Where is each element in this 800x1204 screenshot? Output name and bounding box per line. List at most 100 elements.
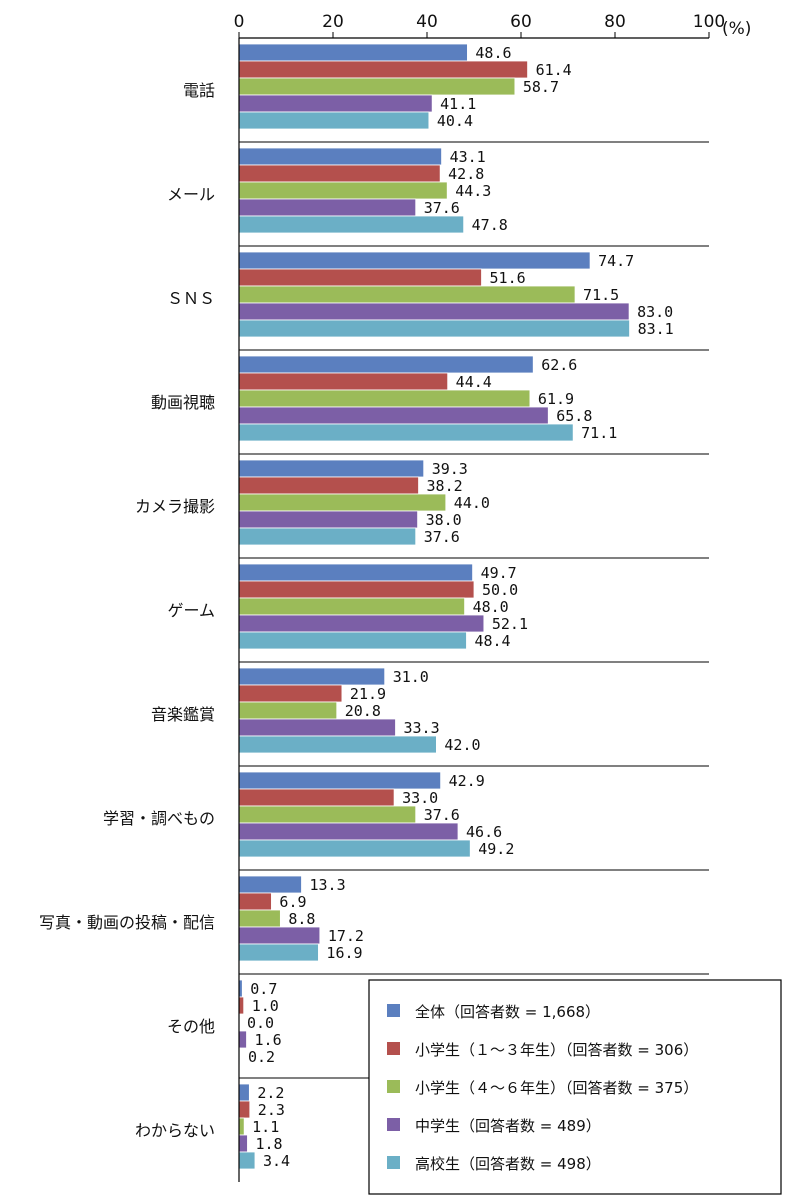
bar [238,1100,251,1119]
bar [238,319,630,338]
category-label: ゲーム [167,601,215,620]
legend-swatch [387,1004,400,1017]
bar [238,614,485,633]
bar [238,43,468,62]
bar [238,667,386,686]
bar [238,1030,247,1049]
legend-swatch [387,1080,400,1093]
data-label: 61.9 [538,390,574,408]
bar [238,631,467,650]
bar [238,147,442,166]
data-label: 31.0 [393,668,429,686]
data-label: 3.4 [263,1152,290,1170]
data-label: 1.8 [255,1135,282,1153]
data-label: 38.2 [427,477,463,495]
data-label: 6.9 [279,893,306,911]
category-label: カメラ撮影 [135,497,215,516]
x-tick-label: 60 [510,12,532,32]
bar [238,909,281,928]
data-label: 44.4 [456,373,492,391]
x-tick-label: 20 [322,12,344,32]
bar [238,527,417,546]
data-label: 51.6 [490,269,526,287]
bar [238,302,630,321]
bar [238,389,531,408]
legend-swatch [387,1042,400,1055]
bar [238,164,441,183]
data-label: 62.6 [541,356,577,374]
bar [238,60,528,79]
bar [238,684,343,703]
data-label: 71.1 [581,424,617,442]
category-label: ＳＮＳ [167,289,215,308]
bar [238,597,466,616]
bar [238,94,433,113]
data-label: 44.0 [454,494,490,512]
bar [238,788,395,807]
bar [238,406,549,425]
bar [238,355,534,374]
bar [238,1151,256,1170]
data-label: 61.4 [536,61,572,79]
data-label: 49.7 [481,564,517,582]
legend-label: 高校生（回答者数 = 498） [415,1155,601,1173]
data-label: 33.3 [404,719,440,737]
data-label: 1.1 [252,1118,279,1136]
data-label: 48.0 [473,598,509,616]
data-label: 33.0 [402,789,438,807]
bar [238,198,417,217]
category-label: メール [167,185,215,204]
bar [238,493,447,512]
bar [238,423,574,442]
bar [238,251,591,270]
data-label: 46.6 [466,823,502,841]
data-label: 47.8 [472,216,508,234]
bar [238,181,448,200]
legend-label: 全体（回答者数 = 1,668） [415,1003,600,1021]
x-tick-label: 40 [416,12,438,32]
legend-label: 小学生（４～６年生）（回答者数 = 375） [415,1079,698,1097]
data-label: 41.1 [440,95,476,113]
data-label: 17.2 [328,927,364,945]
bar [238,943,319,962]
data-label: 58.7 [523,78,559,96]
bar [238,1134,248,1153]
data-label: 52.1 [492,615,528,633]
data-label: 13.3 [310,876,346,894]
bar [238,285,576,304]
bar [238,476,419,495]
category-label: 電話 [183,81,215,100]
bar [238,926,321,945]
x-axis-unit-label: (%) [722,19,751,39]
bar [238,839,471,858]
data-label: 44.3 [455,182,491,200]
data-label: 42.0 [444,736,480,754]
category-label: 音楽鑑賞 [151,705,215,724]
data-label: 42.9 [449,772,485,790]
data-label: 65.8 [556,407,592,425]
bar [238,459,425,478]
bar [238,996,245,1015]
data-label: 42.8 [448,165,484,183]
category-label: その他 [167,1017,215,1036]
x-tick-label: 0 [234,12,245,32]
data-label: 20.8 [345,702,381,720]
data-label: 1.0 [252,997,279,1015]
data-label: 74.7 [598,252,634,270]
bar [238,215,465,234]
data-label: 48.4 [474,632,510,650]
bar [238,111,430,130]
legend-label: 中学生（回答者数 = 489） [415,1117,601,1135]
legend-swatch [387,1156,400,1169]
bar [238,805,417,824]
data-label: 37.6 [424,806,460,824]
legend-box [368,979,782,1195]
data-label: 43.1 [450,148,486,166]
x-tick-label: 100 [693,12,725,32]
x-tick-label: 80 [604,12,626,32]
bar [238,268,482,287]
data-label: 38.0 [426,511,462,529]
data-label: 1.6 [255,1031,282,1049]
